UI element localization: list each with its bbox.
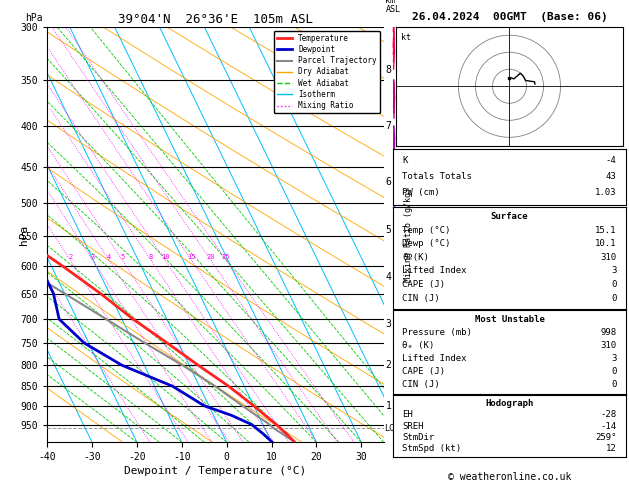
Text: Dewp (°C): Dewp (°C) <box>403 239 451 248</box>
Text: 7: 7 <box>386 121 391 131</box>
Text: 259°: 259° <box>595 433 616 442</box>
Text: 3: 3 <box>611 354 616 363</box>
Text: 998: 998 <box>601 328 616 337</box>
Text: 25: 25 <box>222 254 230 260</box>
X-axis label: Dewpoint / Temperature (°C): Dewpoint / Temperature (°C) <box>125 466 306 476</box>
Text: 310: 310 <box>601 341 616 350</box>
Text: 6: 6 <box>386 177 391 187</box>
Text: StmDir: StmDir <box>403 433 435 442</box>
Text: km
ASL: km ASL <box>386 0 401 14</box>
Text: Hodograph: Hodograph <box>486 399 533 408</box>
Text: Surface: Surface <box>491 212 528 221</box>
Text: 8: 8 <box>149 254 153 260</box>
Text: 15.1: 15.1 <box>595 226 616 235</box>
Text: CAPE (J): CAPE (J) <box>403 280 445 289</box>
Text: -14: -14 <box>601 422 616 431</box>
Text: © weatheronline.co.uk: © weatheronline.co.uk <box>448 472 571 482</box>
Text: 2: 2 <box>386 360 391 370</box>
Text: 3: 3 <box>611 266 616 276</box>
Title: 39°04'N  26°36'E  105m ASL: 39°04'N 26°36'E 105m ASL <box>118 13 313 26</box>
Text: 3: 3 <box>91 254 95 260</box>
Text: 4: 4 <box>107 254 111 260</box>
Text: 3: 3 <box>386 319 391 329</box>
Text: 0: 0 <box>611 280 616 289</box>
Text: 0: 0 <box>611 294 616 303</box>
Text: kt: kt <box>401 33 411 42</box>
Text: 15: 15 <box>187 254 196 260</box>
Text: 4: 4 <box>386 272 391 282</box>
Text: CAPE (J): CAPE (J) <box>403 366 445 376</box>
Text: PW (cm): PW (cm) <box>403 188 440 196</box>
Text: 12: 12 <box>606 444 616 453</box>
Text: Most Unstable: Most Unstable <box>474 315 545 324</box>
Text: LCL: LCL <box>384 424 399 433</box>
Text: Lifted Index: Lifted Index <box>403 266 467 276</box>
Text: 8: 8 <box>386 65 391 75</box>
Text: 26.04.2024  00GMT  (Base: 06): 26.04.2024 00GMT (Base: 06) <box>411 12 608 22</box>
Text: 5: 5 <box>120 254 125 260</box>
Text: 310: 310 <box>601 253 616 262</box>
Text: -4: -4 <box>606 156 616 165</box>
Text: CIN (J): CIN (J) <box>403 294 440 303</box>
Text: 1.03: 1.03 <box>595 188 616 196</box>
Text: Totals Totals: Totals Totals <box>403 172 472 181</box>
Text: StmSpd (kt): StmSpd (kt) <box>403 444 462 453</box>
Text: Temp (°C): Temp (°C) <box>403 226 451 235</box>
Text: Mixing Ratio (g/kg): Mixing Ratio (g/kg) <box>404 187 413 282</box>
Text: 1: 1 <box>386 401 391 411</box>
Text: EH: EH <box>403 411 413 419</box>
Text: K: K <box>403 156 408 165</box>
Text: SREH: SREH <box>403 422 424 431</box>
Text: θₑ (K): θₑ (K) <box>403 341 435 350</box>
Text: 2: 2 <box>68 254 72 260</box>
Text: 0: 0 <box>611 366 616 376</box>
Text: θₑ(K): θₑ(K) <box>403 253 430 262</box>
Text: hPa: hPa <box>25 13 43 22</box>
Text: 10.1: 10.1 <box>595 239 616 248</box>
Text: Pressure (mb): Pressure (mb) <box>403 328 472 337</box>
Text: hPa: hPa <box>19 225 28 244</box>
Text: Lifted Index: Lifted Index <box>403 354 467 363</box>
Text: 43: 43 <box>606 172 616 181</box>
Text: CIN (J): CIN (J) <box>403 380 440 388</box>
Text: 10: 10 <box>161 254 169 260</box>
Text: 0: 0 <box>611 380 616 388</box>
Text: 20: 20 <box>206 254 215 260</box>
Legend: Temperature, Dewpoint, Parcel Trajectory, Dry Adiabat, Wet Adiabat, Isotherm, Mi: Temperature, Dewpoint, Parcel Trajectory… <box>274 31 380 113</box>
Text: 5: 5 <box>386 225 391 235</box>
Text: -28: -28 <box>601 411 616 419</box>
